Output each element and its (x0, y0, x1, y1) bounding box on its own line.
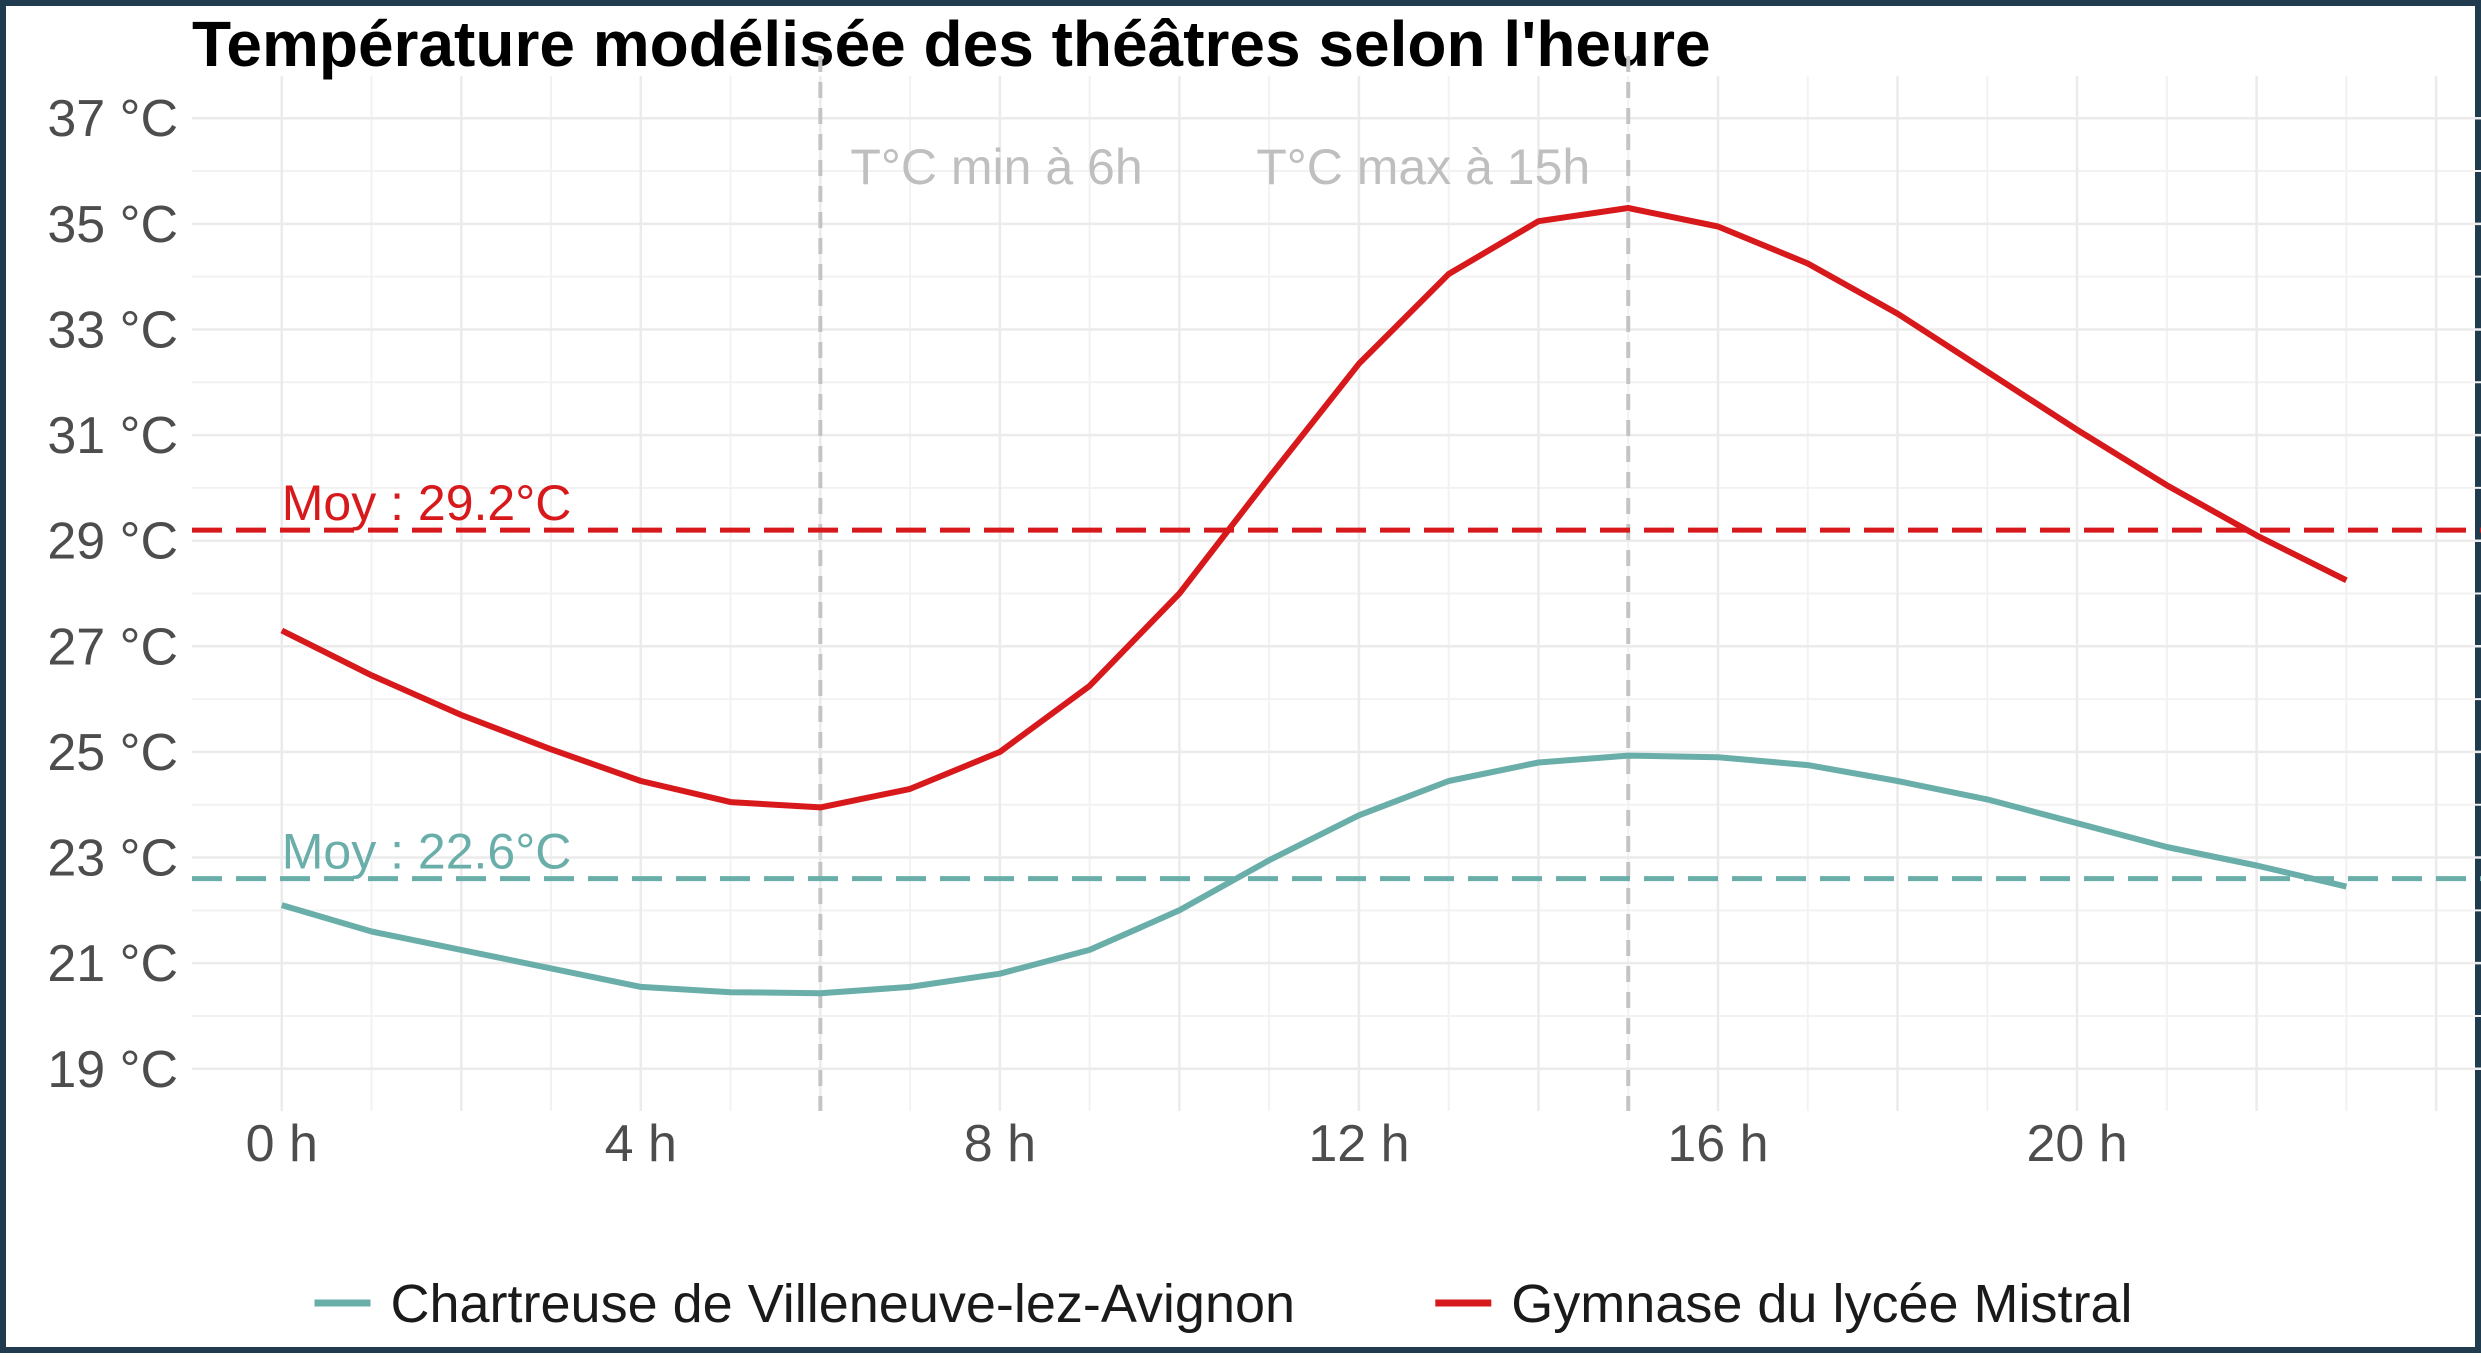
y-tick-label: 23 °C (47, 830, 178, 888)
mean-lines: Moy : 22.6°C Moy : 29.2°C (192, 475, 2481, 882)
mean-line-label: Moy : 22.6°C (282, 824, 572, 880)
legend-label: Chartreuse de Villeneuve-lez-Avignon (391, 1274, 1296, 1334)
x-tick-label: 0 h (246, 1115, 318, 1173)
reference-line-label: T°C min à 6h (850, 139, 1142, 195)
y-tick-label: 27 °C (47, 618, 178, 676)
chart-title: Température modélisée des théâtres selon… (192, 8, 1711, 80)
y-tick-label: 37 °C (47, 90, 178, 148)
y-tick-label: 35 °C (47, 196, 178, 254)
axis-labels: 19 °C 21 °C 23 °C 25 °C 27 °C 29 °C 31 °C 33 °C… (47, 90, 2127, 1173)
series-lines (280, 205, 2348, 997)
chart-svg: Température modélisée des théâtres selon… (47, 8, 2481, 1334)
y-tick-label: 25 °C (47, 724, 178, 782)
x-tick-label: 4 h (605, 1115, 677, 1173)
series-line (280, 205, 2348, 811)
mean-line-label: Moy : 29.2°C (282, 475, 572, 531)
series-line (280, 752, 2348, 997)
x-tick-label: 12 h (1308, 1115, 1409, 1173)
x-tick-label: 16 h (1667, 1115, 1768, 1173)
legend: Chartreuse de Villeneuve-lez-Avignon Gymn… (314, 1274, 2133, 1334)
y-tick-label: 21 °C (47, 935, 178, 993)
legend-label: Gymnase du lycée Mistral (1511, 1274, 2132, 1334)
x-tick-label: 8 h (964, 1115, 1036, 1173)
y-tick-label: 31 °C (47, 407, 178, 465)
x-tick-label: 20 h (2026, 1115, 2127, 1173)
grid (192, 76, 2481, 1111)
reference-line-label: T°C max à 15h (1256, 139, 1590, 195)
y-tick-label: 33 °C (47, 301, 178, 359)
y-tick-label: 29 °C (47, 513, 178, 571)
y-tick-label: 19 °C (47, 1041, 178, 1099)
reference-lines: T°C min à 6h T°C max à 15h (818, 56, 1631, 1111)
